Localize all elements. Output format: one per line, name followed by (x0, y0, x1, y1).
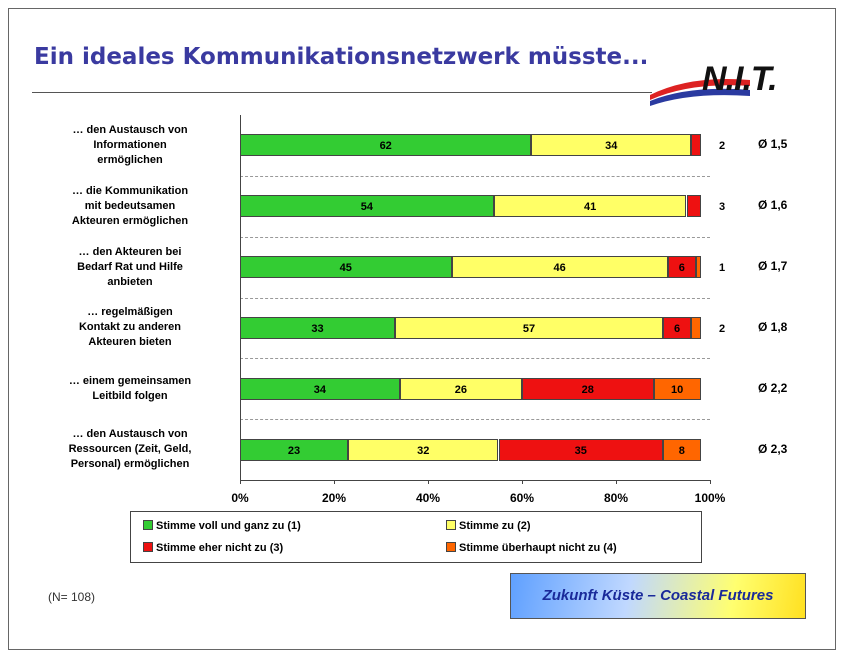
bar-segment (240, 377, 400, 400)
x-tick-label: 20% (321, 491, 347, 505)
average-label: Ø 1,6 (758, 198, 788, 213)
x-tick (710, 480, 711, 484)
bar-segment (691, 134, 701, 157)
value-label: 26 (454, 383, 468, 396)
bar-segment (531, 134, 692, 157)
legend-label: Stimme voll und ganz zu (1) (156, 520, 301, 532)
value-label: 35 (574, 444, 587, 457)
value-label: 62 (379, 140, 392, 153)
bar-segment (240, 438, 349, 461)
bar-segment (240, 316, 396, 339)
sample-note: (N= 108) (48, 590, 96, 604)
category-label: … die Kommunikation mit bedeutsamen Akte… (71, 184, 189, 227)
bar-segment (691, 316, 701, 339)
legend-item: Stimme voll und ganz zu (1) (143, 520, 301, 532)
value-label: 1 (718, 262, 726, 275)
value-label: 46 (553, 262, 566, 275)
value-label: 33 (311, 322, 324, 335)
x-tick (616, 480, 617, 484)
bar-segment (493, 195, 687, 218)
grid-line (240, 419, 710, 421)
x-tick-label: 60% (509, 491, 535, 505)
y-axis (240, 115, 241, 480)
legend-label: Stimme eher nicht zu (3) (156, 542, 284, 554)
legend-swatch (446, 542, 456, 552)
average-label: Ø 1,5 (758, 137, 788, 152)
legend-item: Stimme zu (2) (446, 520, 531, 532)
value-label: 6 (678, 262, 685, 275)
bar-segment (695, 256, 701, 279)
legend-swatch (143, 542, 153, 552)
bar-segment (399, 377, 522, 400)
category-label: … einem gemeinsamen Leitbild folgen (68, 374, 192, 402)
average-label: Ø 2,2 (758, 380, 788, 395)
grid-line (240, 236, 710, 238)
logo-swoosh (650, 79, 750, 106)
bar-segment (240, 134, 532, 157)
grid-line (240, 297, 710, 299)
project-box: Zukunft Küste – Coastal Futures (510, 573, 806, 619)
x-tick (522, 480, 523, 484)
bar-segment (653, 377, 701, 400)
value-label: 2 (718, 140, 726, 153)
category-label: … regelmäßigen Kontakt zu anderen Akteur… (78, 306, 182, 349)
bar-segment (395, 316, 663, 339)
x-tick-label: 40% (415, 491, 441, 505)
bar-segment (663, 438, 701, 461)
x-tick (428, 480, 429, 484)
legend-swatch (446, 520, 456, 530)
value-label: 3 (718, 201, 726, 214)
x-tick-label: 80% (603, 491, 629, 505)
x-axis (240, 480, 710, 481)
value-label: 41 (584, 201, 597, 214)
bar-segment (240, 256, 452, 279)
x-tick-label: 0% (231, 491, 249, 505)
bar-segment (686, 195, 701, 218)
x-tick-label: 100% (694, 491, 726, 505)
x-tick (334, 480, 335, 484)
grid-line (240, 175, 710, 177)
value-label: 28 (581, 383, 594, 396)
value-label: 34 (605, 140, 618, 153)
category-label: … den Austausch von Ressourcen (Zeit, Ge… (68, 428, 192, 471)
legend: Stimme voll und ganz zu (1) Stimme zu (2)… (130, 511, 702, 563)
value-label: 54 (360, 201, 374, 214)
legend-swatch (143, 520, 153, 530)
title-rule (32, 92, 652, 93)
average-label: Ø 2,3 (758, 441, 788, 456)
slide: Ein ideales Kommunikationsnetzwerk müsst… (8, 8, 836, 650)
average-label: Ø 1,7 (758, 259, 788, 274)
category-label: … den Austausch von Informationen ermögl… (72, 123, 188, 166)
value-label: 57 (522, 322, 536, 335)
bar-segment (348, 438, 499, 461)
legend-item: Stimme überhaupt nicht zu (4) (446, 542, 617, 554)
logo: N.I.T. (702, 60, 778, 98)
value-label: 45 (339, 262, 352, 275)
bar-segment (522, 377, 654, 400)
value-label: 10 (670, 383, 684, 396)
value-label: 34 (313, 383, 327, 396)
value-label: 23 (287, 444, 301, 457)
bar-segment (663, 316, 692, 339)
value-label: 8 (678, 444, 685, 457)
average-label: Ø 1,8 (758, 319, 788, 334)
bar-segment (667, 256, 696, 279)
bar-segment (451, 256, 668, 279)
legend-label: Stimme überhaupt nicht zu (4) (459, 542, 617, 554)
title: Ein ideales Kommunikationsnetzwerk müsst… (34, 44, 649, 70)
legend-item: Stimme eher nicht zu (3) (143, 542, 283, 554)
value-label: 2 (718, 322, 726, 335)
grid-line (240, 358, 710, 360)
x-tick (240, 480, 241, 484)
category-label: … den Akteuren bei Bedarf Rat und Hilfe … (77, 245, 183, 288)
bar-segment (240, 195, 494, 218)
bar-segment (498, 438, 663, 461)
value-label: 6 (674, 322, 681, 335)
value-label: 32 (417, 444, 430, 457)
legend-label: Stimme zu (2) (459, 520, 531, 532)
